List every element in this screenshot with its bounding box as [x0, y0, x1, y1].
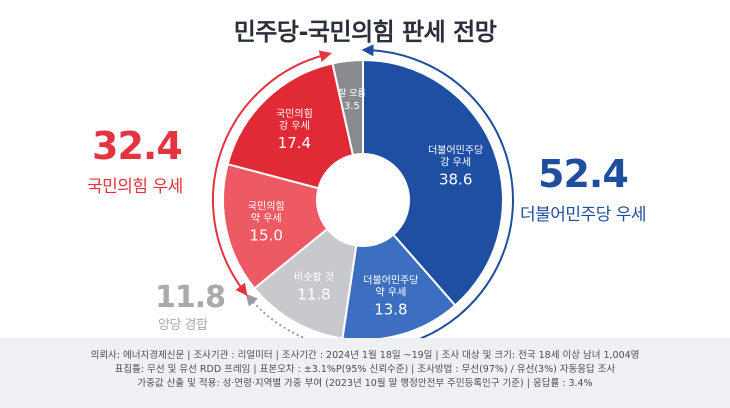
slice-label-0-0: 더불어민주당 [428, 145, 483, 157]
slice-label-0-1: 강 우세 [440, 157, 471, 169]
survey-footer: 의뢰사: 에너지경제신문 | 조사기관 : 리얼미터 | 조사기간 : 2024… [0, 338, 730, 408]
dp-total-value: 52.4 [538, 152, 629, 196]
slice-value-3: 15.0 [250, 226, 283, 244]
slice-value-2: 11.8 [297, 286, 330, 304]
ppp-total-label: 국민의힘 우세 [87, 177, 183, 197]
slice-label-1-1: 약 우세 [376, 286, 407, 298]
slice-0 [362, 58, 504, 307]
dp-total-label: 더불어민주당 우세 [520, 205, 647, 225]
slice-value-0: 38.6 [439, 171, 472, 189]
ppp-bracket-arc [212, 50, 332, 296]
tossup-bracket-arc [245, 293, 343, 338]
slice-label-2-0: 비슷할 것 [294, 272, 334, 284]
footer-line-2: 표집틀: 무선 및 유선 RDD 프레임 | 표본오차 : ±3.1%P(95%… [114, 364, 616, 375]
slice-label-3-1: 약 우세 [251, 212, 282, 224]
slice-label-4-0: 국민의힘 [276, 108, 313, 120]
slice-value-4: 17.4 [278, 134, 311, 152]
tossup-total-value: 11.8 [155, 280, 226, 315]
slice-label-5-0: 잘 모름 [338, 87, 366, 99]
dp-bracket-arc [339, 44, 514, 338]
ppp-total-value: 32.4 [92, 124, 183, 168]
slice-label-1-0: 더불어민주당 [363, 274, 418, 286]
chart-title: 민주당-국민의힘 판세 전망 [233, 18, 497, 46]
footer-line-1: 의뢰사: 에너지경제신문 | 조사기관 : 리얼미터 | 조사기간 : 2024… [90, 350, 640, 361]
slice-value-5: 3.5 [344, 101, 360, 112]
tossup-total-label: 양당 경합 [158, 318, 208, 333]
slice-label-3-0: 국민의힘 [248, 200, 285, 212]
footer-line-3: 가중값 산출 및 적용: 성·연령·지역별 가중 부여 (2023년 10월 말… [137, 378, 593, 389]
slice-label-4-1: 강 우세 [279, 120, 310, 132]
slice-value-1: 13.8 [374, 300, 407, 318]
